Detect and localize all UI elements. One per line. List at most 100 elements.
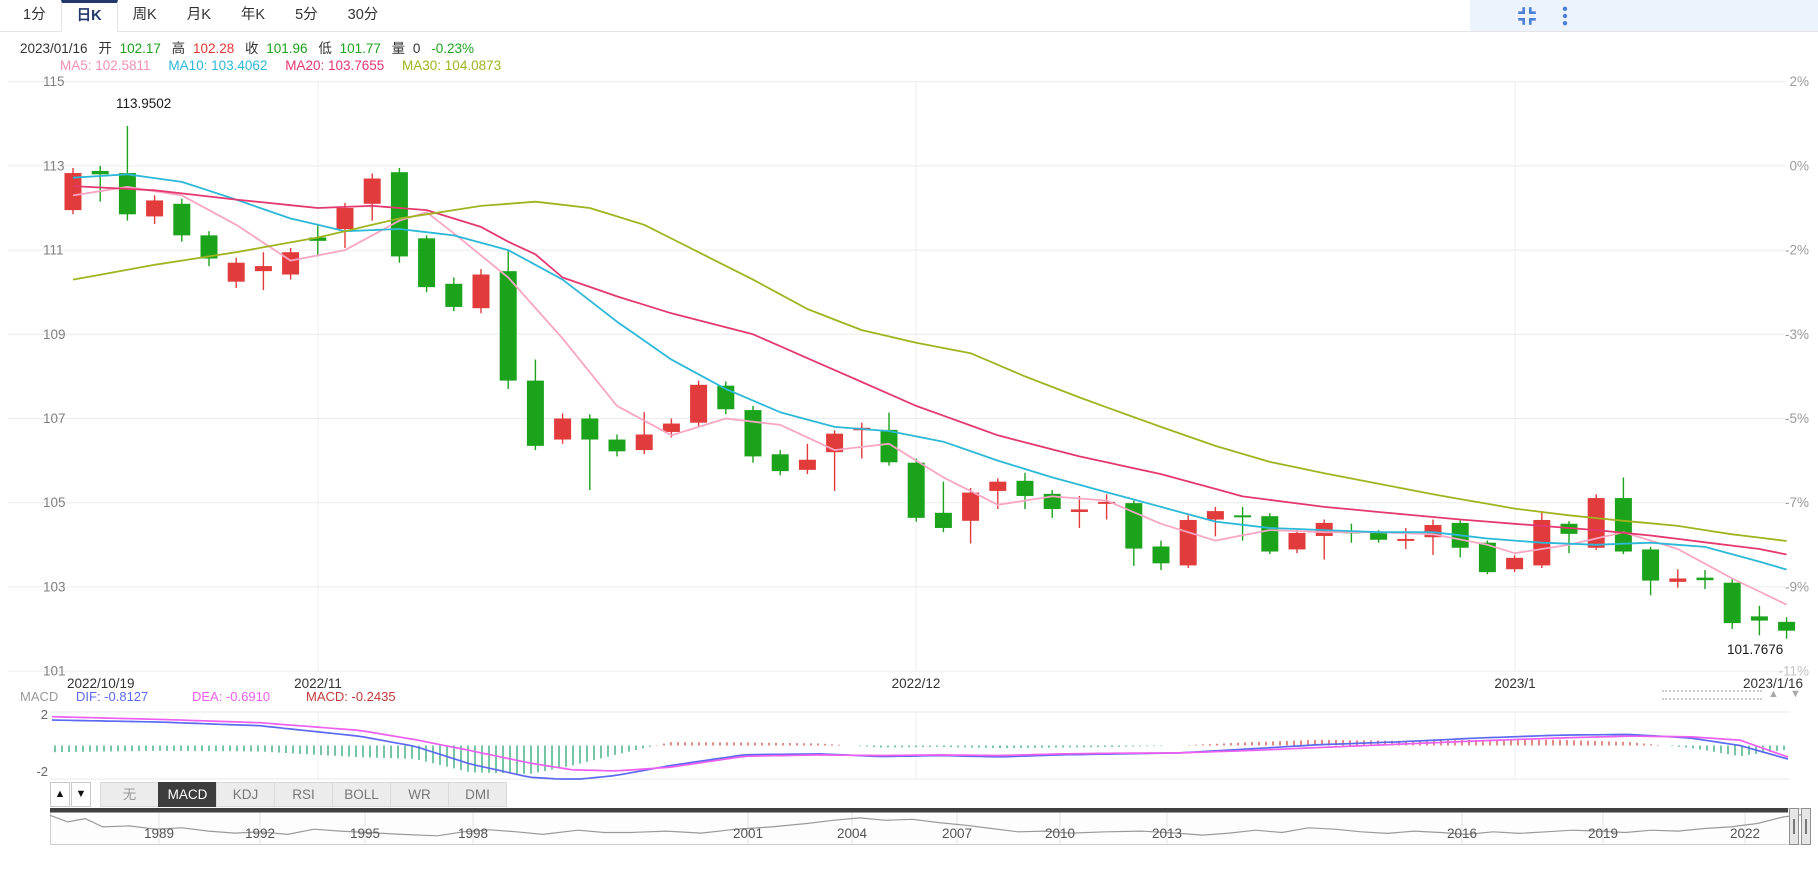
- tab-1min[interactable]: 1分: [23, 7, 46, 23]
- indicator-tab-rsi[interactable]: RSI: [274, 782, 333, 807]
- candle[interactable]: [771, 450, 789, 476]
- tab-month-k[interactable]: 月K: [186, 7, 211, 23]
- y-axis-price-label: 109: [43, 327, 66, 342]
- candle[interactable]: [934, 481, 952, 533]
- candle[interactable]: [282, 247, 300, 280]
- tab-year-k[interactable]: 年K: [240, 7, 266, 23]
- candle[interactable]: [1533, 511, 1551, 568]
- candle[interactable]: [1587, 494, 1605, 550]
- candle[interactable]: [1342, 523, 1360, 543]
- candle[interactable]: [146, 195, 164, 224]
- candle[interactable]: [499, 250, 517, 390]
- candle[interactable]: [1179, 515, 1197, 568]
- candle[interactable]: [91, 165, 109, 202]
- macd-panel-label: MACD: [20, 689, 59, 704]
- indicator-tab-macd[interactable]: MACD: [158, 782, 217, 807]
- candle[interactable]: [1152, 540, 1170, 571]
- indicator-tab-boll[interactable]: BOLL: [332, 782, 391, 807]
- candle[interactable]: [1669, 569, 1687, 588]
- candle[interactable]: [1750, 605, 1768, 636]
- candle[interactable]: [1696, 570, 1714, 590]
- candle[interactable]: [1614, 477, 1632, 555]
- navigator-right-handle[interactable]: [1801, 808, 1811, 845]
- candle[interactable]: [962, 487, 980, 544]
- candle[interactable]: [418, 235, 436, 293]
- candle[interactable]: [227, 257, 245, 288]
- indicator-tab-wr[interactable]: WR: [390, 782, 449, 807]
- candle[interactable]: [1016, 472, 1034, 510]
- open-label: 开: [98, 41, 112, 56]
- candle[interactable]: [1043, 490, 1061, 518]
- candle[interactable]: [1506, 555, 1524, 573]
- candle[interactable]: [581, 414, 599, 491]
- candle[interactable]: [1288, 530, 1306, 554]
- candle[interactable]: [1098, 494, 1116, 520]
- kebab-menu-icon[interactable]: [1554, 5, 1576, 27]
- candle[interactable]: [1560, 521, 1578, 554]
- navigator-track[interactable]: [50, 808, 1811, 845]
- candle[interactable]: [445, 277, 463, 312]
- topbar-right-background: [1470, 0, 1818, 31]
- candle[interactable]: [64, 168, 82, 215]
- candle[interactable]: [526, 359, 544, 451]
- candle[interactable]: [744, 405, 762, 463]
- scale-down-arrow[interactable]: ▼: [1790, 688, 1801, 700]
- ma30-legend: MA30: 104.0873: [402, 58, 502, 73]
- candle[interactable]: [826, 430, 844, 491]
- info-date: 2023/01/16: [20, 41, 88, 56]
- navigator[interactable]: 1989 1992 1995 1998 2001 2004 2007 2010 2013 2016…: [0, 808, 1818, 846]
- navigator-left-handle[interactable]: [1789, 808, 1799, 845]
- collapse-icon[interactable]: [1516, 5, 1538, 27]
- candle[interactable]: [390, 168, 408, 263]
- candle[interactable]: [118, 125, 136, 221]
- tab-5min[interactable]: 5分: [295, 7, 318, 23]
- tab-30min[interactable]: 30分: [347, 7, 379, 23]
- x-axis-date-label: 2022/12: [891, 676, 941, 691]
- macd-panel[interactable]: [0, 700, 1818, 808]
- indicator-tab-kdj[interactable]: KDJ: [216, 782, 275, 807]
- indicator-tab-dmi[interactable]: DMI: [448, 782, 507, 807]
- tab-week-k[interactable]: 周K: [132, 7, 157, 23]
- indicator-panel-up-button[interactable]: ▲: [50, 782, 70, 807]
- candle[interactable]: [690, 380, 708, 427]
- volume-value: 0: [412, 41, 421, 56]
- candle[interactable]: [907, 458, 925, 522]
- indicator-tab-none[interactable]: 无: [100, 782, 159, 807]
- indicator-panel-down-button[interactable]: ▼: [71, 782, 91, 807]
- candle[interactable]: [1642, 546, 1660, 596]
- candle[interactable]: [309, 224, 327, 257]
- x-axis-date-label: 2023/1/16: [1742, 676, 1803, 691]
- candle[interactable]: [1778, 617, 1796, 639]
- navigator-year-label: 2010: [1045, 826, 1075, 841]
- navigator-year-label: 1998: [458, 826, 488, 841]
- navigator-price-line: [49, 813, 1811, 837]
- candle[interactable]: [1261, 513, 1279, 555]
- candle[interactable]: [173, 198, 191, 242]
- main-candlestick-chart[interactable]: 115 2% 113 0% 111 -2% 109 -3% 107 -5% 105 -7% 103 -9%…: [0, 75, 1818, 681]
- candle[interactable]: [1397, 527, 1415, 550]
- candle[interactable]: [554, 413, 572, 444]
- candle[interactable]: [635, 412, 653, 455]
- candle[interactable]: [1315, 519, 1333, 560]
- candle[interactable]: [880, 412, 898, 466]
- candle[interactable]: [200, 231, 218, 267]
- candle[interactable]: [798, 443, 816, 475]
- candle[interactable]: [1424, 519, 1442, 555]
- candle[interactable]: [1723, 578, 1741, 629]
- candle[interactable]: [1070, 495, 1088, 528]
- candle[interactable]: [1478, 540, 1496, 575]
- y-axis-price-label: 115: [43, 75, 65, 89]
- candle[interactable]: [336, 202, 354, 248]
- candle[interactable]: [472, 269, 490, 314]
- candle[interactable]: [608, 434, 626, 457]
- macd-axis-top: 2: [40, 707, 48, 722]
- tab-day-k[interactable]: 日K: [60, 0, 118, 32]
- ma-line-ma30: [72, 200, 1787, 542]
- candle[interactable]: [254, 252, 272, 291]
- y-axis-percent-label: -11%: [1778, 664, 1809, 679]
- chart-scale-grip[interactable]: [1662, 690, 1762, 700]
- price-annotation: 113.9502: [116, 96, 172, 111]
- candle[interactable]: [363, 173, 381, 221]
- scale-up-arrow[interactable]: ▲: [1768, 688, 1779, 700]
